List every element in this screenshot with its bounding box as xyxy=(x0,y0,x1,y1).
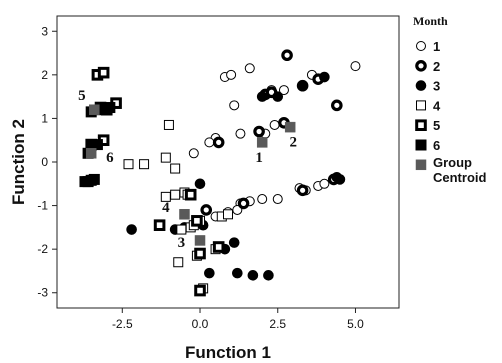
x-tick-label: 5.0 xyxy=(347,317,364,331)
data-point-month-4 xyxy=(163,119,174,130)
group-number-label: 3 xyxy=(178,235,186,251)
data-point-month-1 xyxy=(244,63,255,74)
data-point-month-3 xyxy=(228,237,240,248)
group-number-label: 6 xyxy=(106,150,114,166)
y-tick-label: -2 xyxy=(37,242,48,256)
x-axis: -2.5 0.0 2.5 5.0 xyxy=(112,308,364,331)
data-point-month-4 xyxy=(160,191,171,202)
data-point-month-3 xyxy=(194,178,206,190)
group-number-label: 2 xyxy=(290,135,298,151)
data-point-month-4 xyxy=(173,257,184,268)
data-point-month-4 xyxy=(170,189,181,200)
x-tick-label: 2.5 xyxy=(269,317,286,331)
data-point-month-group-centroid xyxy=(194,235,206,246)
data-point-month-6 xyxy=(88,173,100,185)
data-point-month-6 xyxy=(104,102,116,114)
legend-label: 1 xyxy=(433,39,440,54)
data-point-month-4 xyxy=(160,152,171,163)
data-point-month-1 xyxy=(278,85,289,96)
data-point-month-5 xyxy=(184,188,197,201)
data-point-month-5 xyxy=(194,247,206,260)
legend-marker xyxy=(415,159,427,171)
legend-label: 4 xyxy=(433,98,441,113)
data-point-month-2 xyxy=(331,99,343,112)
legend-marker xyxy=(416,100,426,111)
data-point-month-2 xyxy=(237,197,250,210)
data-point-month-3 xyxy=(126,224,137,235)
data-point-month-2 xyxy=(296,184,309,197)
y-tick-label: 0 xyxy=(41,155,48,169)
data-point-month-5 xyxy=(212,241,225,253)
legend-marker xyxy=(415,80,427,91)
data-point-month-1 xyxy=(272,194,283,205)
data-point-month-4 xyxy=(170,163,181,174)
y-tick-label: -3 xyxy=(37,286,48,300)
data-point-month-4 xyxy=(176,224,187,235)
x-tick-label: 0.0 xyxy=(192,317,209,331)
data-point-month-group-centroid xyxy=(256,137,268,148)
data-point-month-5 xyxy=(194,284,206,297)
legend-label: 2 xyxy=(433,59,440,74)
legend-marker xyxy=(415,139,427,151)
group-labels: 5 6 1 2 4 3 xyxy=(78,88,297,251)
legend-label: Centroid xyxy=(433,170,487,185)
data-point-month-3 xyxy=(272,91,284,102)
y-tick-label: 1 xyxy=(41,111,48,125)
data-point-month-3 xyxy=(247,270,259,281)
data-point-month-6 xyxy=(91,139,103,151)
legend-title: Month xyxy=(413,14,448,28)
data-point-month-2 xyxy=(200,204,213,216)
legend-label: 6 xyxy=(433,138,440,153)
legend-label: Group xyxy=(433,155,472,170)
data-point-month-3 xyxy=(263,270,274,281)
y-tick-label: 2 xyxy=(41,68,48,82)
data-point-month-4 xyxy=(223,209,233,220)
legend-label: 3 xyxy=(433,79,440,94)
data-point-month-2 xyxy=(212,136,225,149)
x-tick-label: -2.5 xyxy=(112,317,133,331)
data-point-month-2 xyxy=(281,49,293,62)
group-number-label: 4 xyxy=(162,200,170,216)
data-points xyxy=(79,49,361,297)
group-number-label: 1 xyxy=(255,150,263,166)
data-point-month-1 xyxy=(350,61,361,72)
data-point-month-group-centroid xyxy=(89,104,100,115)
data-point-month-3 xyxy=(232,267,243,279)
data-point-month-2 xyxy=(253,125,265,138)
legend-marker xyxy=(416,41,426,51)
legend-label: 5 xyxy=(433,118,440,133)
data-point-month-5 xyxy=(153,219,166,231)
data-point-month-1 xyxy=(257,194,268,205)
data-point-month-3 xyxy=(297,80,308,92)
legend-marker xyxy=(415,119,427,132)
y-axis: 3 2 1 0 -1 -2 -3 xyxy=(37,24,57,300)
data-point-month-1 xyxy=(226,69,237,80)
data-point-month-5 xyxy=(191,215,203,227)
x-axis-label: Function 1 xyxy=(185,343,271,362)
data-point-month-1 xyxy=(188,148,199,159)
data-point-month-1 xyxy=(229,100,240,111)
data-point-month-3 xyxy=(204,267,215,279)
data-point-month-1 xyxy=(319,178,330,189)
data-point-month-group-centroid xyxy=(284,121,296,133)
data-point-month-5 xyxy=(97,66,110,79)
data-point-month-1 xyxy=(269,119,280,130)
y-tick-label: 3 xyxy=(41,24,48,38)
data-point-month-group-centroid xyxy=(85,148,97,159)
group-number-label: 5 xyxy=(78,88,86,104)
data-point-month-4 xyxy=(123,159,134,170)
legend-marker xyxy=(415,60,427,72)
data-point-month-1 xyxy=(235,128,246,139)
data-point-month-group-centroid xyxy=(179,209,190,220)
data-point-month-3 xyxy=(256,91,268,102)
data-point-month-3 xyxy=(319,71,330,83)
data-point-month-4 xyxy=(139,159,150,170)
y-tick-label: -1 xyxy=(37,199,48,213)
data-point-month-3 xyxy=(334,174,346,185)
data-point-month-1 xyxy=(204,137,215,148)
y-axis-label: Function 2 xyxy=(9,119,28,205)
